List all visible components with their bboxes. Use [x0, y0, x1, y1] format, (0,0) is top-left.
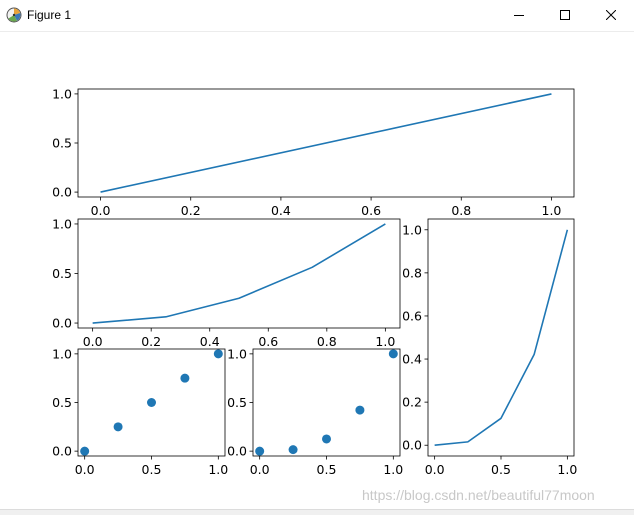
y-tick-label: 0.0	[402, 438, 422, 453]
close-button[interactable]	[588, 0, 634, 31]
scatter-point	[322, 434, 331, 444]
figure-canvas: 0.0 0.2 0.4 0.6 0.8 1.00.00.51.00.0 0.2 0.4 0.6 0…	[52, 86, 577, 477]
x-tick-label: 0.5	[317, 462, 337, 477]
series-line	[434, 229, 569, 447]
matplotlib-figure-icon	[6, 7, 22, 23]
y-tick-label: 0.4	[402, 352, 422, 367]
subplot-top: 0.0 0.2 0.4 0.6 0.8 1.0 0.0 0.5 1.0	[52, 86, 575, 218]
series-line	[100, 93, 552, 193]
axes-frame	[427, 218, 575, 457]
y-tick-label: 0.0	[227, 444, 247, 459]
y-tick-label: 0.6	[402, 308, 422, 323]
x-tick-label: 1.0	[383, 462, 403, 477]
x-tick-label: 0.8	[317, 334, 337, 349]
axes-frame	[77, 218, 401, 329]
x-tick-label: 0.4	[200, 334, 220, 349]
y-tick-label: 1.0	[227, 346, 247, 361]
y-tick-label: 0.0	[52, 444, 72, 459]
x-tick-label: 0.0	[425, 462, 445, 477]
x-tick-label: 0.0	[75, 462, 95, 477]
y-tick-label: 0.2	[402, 395, 422, 410]
close-icon	[606, 10, 616, 20]
series-line	[92, 223, 386, 324]
maximize-button[interactable]	[542, 0, 588, 31]
x-tick-label: 0.0	[91, 203, 111, 218]
x-tick-label: 1.0	[375, 334, 395, 349]
y-tick-label: 1.0	[402, 222, 422, 237]
minimize-button[interactable]	[496, 0, 542, 31]
subplot-middle-left: 0.0 0.2 0.4 0.6 0.8 1.0 0.0 0.5 1.0	[52, 216, 401, 349]
y-tick-label: 0.5	[52, 136, 72, 151]
x-tick-label: 0.4	[271, 203, 291, 218]
subplot-bottom-left: 0.0 0.5 1.0 0.0 0.5 1.0	[52, 346, 228, 477]
window-title: Figure 1	[27, 8, 72, 22]
maximize-icon	[560, 10, 570, 20]
x-tick-label: 0.2	[141, 334, 161, 349]
x-tick-label: 0.2	[181, 203, 201, 218]
scatter-point	[213, 349, 223, 359]
x-tick-label: 0.5	[491, 462, 511, 477]
minimize-icon	[514, 15, 524, 16]
scatter-point	[147, 398, 156, 407]
scatter-point	[388, 349, 398, 359]
x-tick-label: 0.6	[361, 203, 381, 218]
scatter-point	[355, 405, 365, 415]
scatter-point	[288, 445, 298, 455]
y-tick-label: 0.8	[402, 265, 422, 280]
y-tick-label: 1.0	[52, 216, 72, 231]
subplot-right: 0.0 0.5 1.0 0.0 0.2 0.4 0.6 0.8 1.0	[402, 218, 577, 477]
title-bar[interactable]: Figure 1	[0, 0, 634, 32]
x-tick-label: 0.6	[258, 334, 278, 349]
x-tick-label: 1.0	[208, 462, 228, 477]
x-tick-label: 1.0	[542, 203, 562, 218]
scatter-point	[80, 446, 90, 456]
y-tick-label: 0.5	[52, 266, 72, 281]
x-tick-label: 1.0	[557, 462, 577, 477]
x-tick-label: 0.0	[250, 462, 270, 477]
scatter-point	[180, 373, 190, 383]
y-tick-label: 1.0	[52, 346, 72, 361]
scatter-point	[255, 446, 265, 456]
y-tick-label: 0.5	[227, 395, 247, 410]
scatter-point	[113, 422, 123, 432]
x-tick-label: 0.0	[83, 334, 103, 349]
y-tick-label: 0.5	[52, 395, 72, 410]
y-tick-label: 1.0	[52, 86, 72, 101]
subplot-bottom-middle: 0.0 0.5 1.0 0.0 0.5 1.0	[227, 346, 403, 477]
window-bottom-edge	[0, 509, 634, 515]
watermark: https://blog.csdn.net/beautiful77moon	[362, 487, 595, 503]
x-tick-label: 0.5	[142, 462, 162, 477]
y-tick-label: 0.0	[52, 316, 72, 331]
y-tick-label: 0.0	[52, 185, 72, 200]
x-tick-label: 0.8	[451, 203, 471, 218]
